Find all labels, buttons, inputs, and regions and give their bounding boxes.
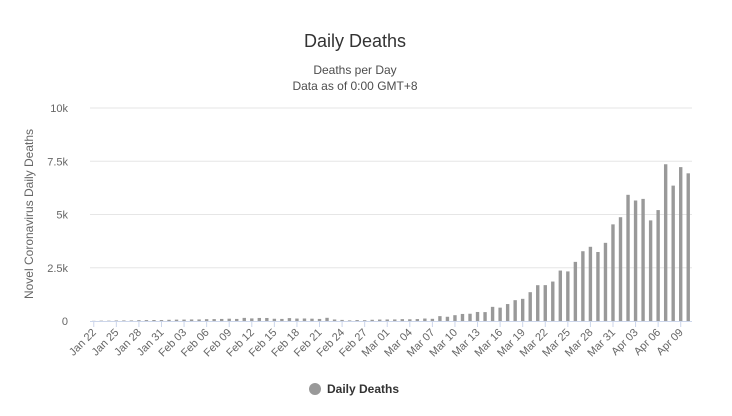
y-tick-label: 0 xyxy=(62,316,68,328)
bar[interactable] xyxy=(415,319,420,321)
bar[interactable] xyxy=(182,319,186,321)
bar[interactable] xyxy=(152,320,156,321)
gridlines xyxy=(90,107,692,269)
bar[interactable] xyxy=(633,200,638,321)
legend-marker xyxy=(309,383,321,395)
bar[interactable] xyxy=(197,319,201,321)
bar[interactable] xyxy=(656,210,660,321)
bar[interactable] xyxy=(505,304,510,321)
bar[interactable] xyxy=(460,313,465,321)
bar[interactable] xyxy=(280,318,284,321)
y-axis-label: Novel Coronavirus Daily Deaths xyxy=(22,129,36,299)
bar[interactable] xyxy=(189,319,194,321)
bar[interactable] xyxy=(543,285,547,321)
bar[interactable] xyxy=(242,317,246,321)
bar[interactable] xyxy=(513,300,517,321)
y-tick-label: 5k xyxy=(56,210,68,222)
bar[interactable] xyxy=(137,320,141,321)
bar[interactable] xyxy=(167,319,171,321)
bar[interactable] xyxy=(626,194,630,321)
bar[interactable] xyxy=(468,313,472,321)
bar[interactable] xyxy=(483,312,487,321)
bar[interactable] xyxy=(475,311,480,321)
bar[interactable] xyxy=(295,318,299,321)
bar[interactable] xyxy=(370,319,374,321)
bar[interactable] xyxy=(596,251,600,321)
bar[interactable] xyxy=(144,320,149,321)
legend[interactable]: Daily Deaths xyxy=(309,382,399,396)
bar[interactable] xyxy=(581,251,585,321)
bar[interactable] xyxy=(129,320,134,321)
bar[interactable] xyxy=(566,271,570,321)
bar[interactable] xyxy=(287,318,292,321)
bar[interactable] xyxy=(355,320,359,321)
bar[interactable] xyxy=(212,319,216,321)
bar[interactable] xyxy=(235,318,239,321)
bar[interactable] xyxy=(362,320,367,321)
bar[interactable] xyxy=(227,318,231,321)
bar[interactable] xyxy=(219,318,224,321)
bar[interactable] xyxy=(325,317,329,321)
bar[interactable] xyxy=(551,281,555,321)
bar[interactable] xyxy=(453,315,457,321)
bar[interactable] xyxy=(302,318,307,321)
x-axis-ticks xyxy=(93,321,682,327)
bar[interactable] xyxy=(408,319,412,321)
bar[interactable] xyxy=(423,318,427,321)
y-tick-label: 7.5k xyxy=(47,156,68,168)
bar[interactable] xyxy=(204,319,209,321)
bar[interactable] xyxy=(558,270,563,321)
bar[interactable] xyxy=(603,242,608,321)
bar[interactable] xyxy=(490,306,495,321)
bar[interactable] xyxy=(611,224,615,321)
bar-series xyxy=(92,164,690,321)
bar[interactable] xyxy=(686,173,690,321)
bar[interactable] xyxy=(378,319,382,321)
bar[interactable] xyxy=(520,298,525,321)
bar[interactable] xyxy=(671,185,675,321)
bar[interactable] xyxy=(265,317,269,321)
bar[interactable] xyxy=(114,320,119,321)
bar[interactable] xyxy=(528,292,532,321)
legend-label: Daily Deaths xyxy=(327,382,399,396)
y-tick-label: 10k xyxy=(50,103,68,115)
bar[interactable] xyxy=(393,319,397,321)
bar[interactable] xyxy=(588,246,593,321)
bar[interactable] xyxy=(159,320,164,321)
bar[interactable] xyxy=(122,320,126,321)
bar[interactable] xyxy=(257,317,262,321)
bar[interactable] xyxy=(400,319,404,321)
bar[interactable] xyxy=(663,164,668,321)
chart-subtitle-line-1: Deaths per Day xyxy=(313,63,396,77)
bar[interactable] xyxy=(347,320,352,321)
bar[interactable] xyxy=(332,319,337,321)
y-axis-ticks: 0 2.5k 5k 7.5k 10k xyxy=(47,103,68,328)
bar[interactable] xyxy=(498,307,502,321)
bar[interactable] xyxy=(445,316,450,321)
bar[interactable] xyxy=(385,319,389,321)
bar[interactable] xyxy=(648,220,653,321)
bar[interactable] xyxy=(641,198,645,321)
bar[interactable] xyxy=(340,319,344,321)
bar[interactable] xyxy=(536,285,540,321)
chart-subtitle-line-2: Data as of 0:00 GMT+8 xyxy=(292,79,417,93)
bar[interactable] xyxy=(272,318,277,321)
bar[interactable] xyxy=(618,217,623,321)
y-tick-label: 2.5k xyxy=(47,263,68,275)
bar[interactable] xyxy=(174,319,179,321)
chart-title: Daily Deaths xyxy=(304,31,406,51)
bar[interactable] xyxy=(310,318,314,321)
bar[interactable] xyxy=(250,318,254,321)
bar[interactable] xyxy=(573,261,578,321)
bar[interactable] xyxy=(430,318,435,321)
bar[interactable] xyxy=(679,167,683,321)
bar[interactable] xyxy=(438,316,442,321)
bar[interactable] xyxy=(317,318,322,321)
